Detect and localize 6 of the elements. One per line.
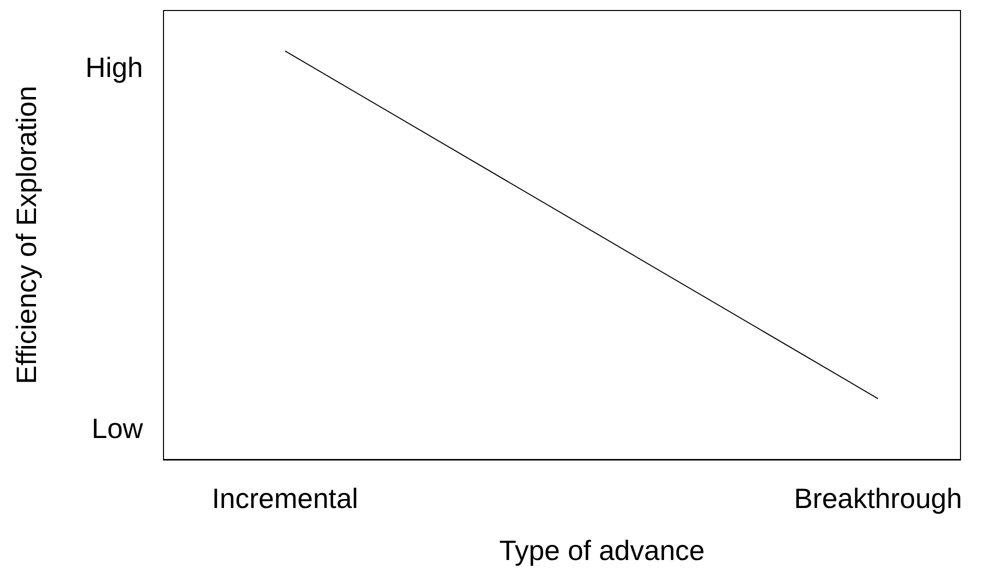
text: High: [84, 52, 143, 84]
y-axis-title: Efficiency of Exploration: [11, 86, 43, 384]
x-tick-label: Incremental: [212, 482, 358, 514]
text: Low: [90, 413, 143, 445]
x-tick-label: Breakthrough: [794, 482, 962, 514]
x-axis-title: Type of advance: [499, 535, 705, 566]
